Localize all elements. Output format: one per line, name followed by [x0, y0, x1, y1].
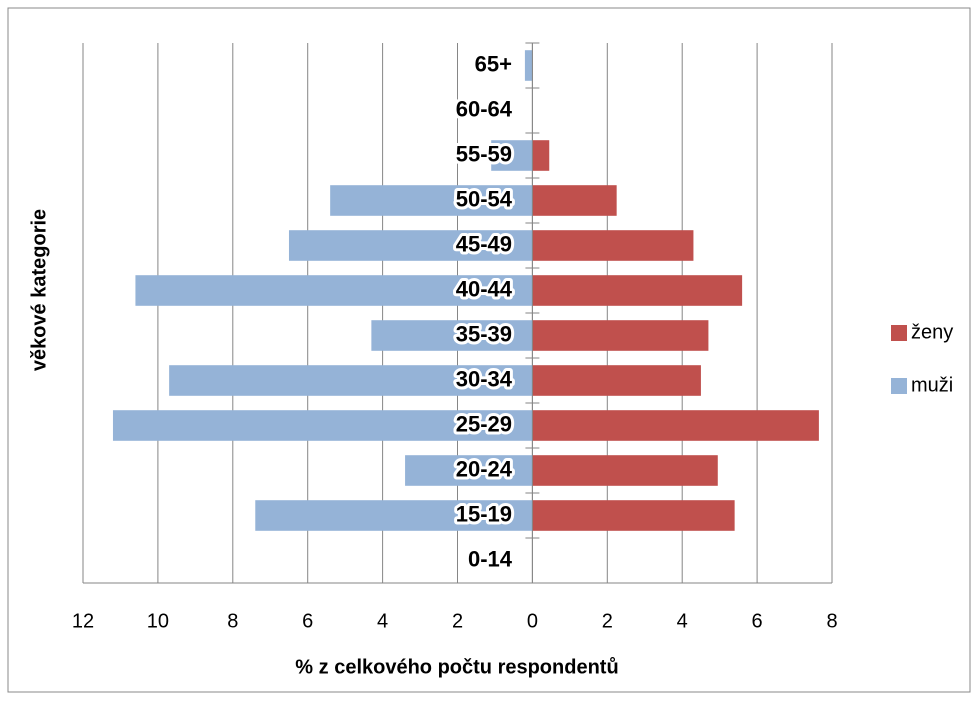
x-tick-label: 12 [72, 610, 94, 632]
y-tick-label: 25-29 [456, 411, 512, 436]
y-tick-label: 30-34 [456, 366, 513, 391]
bar [255, 500, 533, 531]
bar [330, 185, 533, 216]
legend-swatch [891, 325, 907, 341]
bar [135, 275, 533, 306]
x-tick-label: 2 [452, 610, 463, 632]
y-tick-label: 60-64 [456, 96, 513, 121]
legend-label: muži [911, 374, 953, 396]
bar [491, 140, 533, 171]
bar [112, 410, 533, 441]
x-axis-title: % z celkového počtu respondentů [295, 656, 618, 678]
bar [532, 365, 701, 396]
x-tick-label: 10 [147, 610, 169, 632]
x-tick-label: 8 [227, 610, 238, 632]
bar [169, 365, 533, 396]
x-tick-label: 0 [527, 610, 538, 632]
x-tick-label: 4 [377, 610, 388, 632]
y-tick-label: 35-39 [456, 321, 512, 346]
legend-swatch [891, 378, 907, 394]
bar [532, 500, 735, 531]
bar [532, 455, 718, 486]
bar [532, 320, 709, 351]
bar [532, 140, 550, 171]
x-tick-label: 4 [677, 610, 688, 632]
y-tick-label: 0-14 [468, 546, 513, 571]
y-tick-label: 15-19 [456, 501, 512, 526]
y-tick-label: 40-44 [456, 276, 513, 301]
y-tick-label: 65+ [475, 51, 512, 76]
legend-label: ženy [911, 321, 953, 343]
bar [524, 50, 533, 81]
y-tick-label: 55-59 [456, 141, 512, 166]
y-axis-title: věkové kategorie [28, 209, 50, 371]
y-tick-label: 20-24 [456, 456, 513, 481]
bar [371, 320, 533, 351]
x-tick-label: 8 [826, 610, 837, 632]
x-tick-label: 6 [302, 610, 313, 632]
bar [532, 185, 617, 216]
bar [532, 410, 819, 441]
bar [532, 275, 743, 306]
x-tick-label: 2 [602, 610, 613, 632]
y-tick-label: 50-54 [456, 186, 513, 211]
y-tick-label: 45-49 [456, 231, 512, 256]
x-tick-label: 6 [752, 610, 763, 632]
bar [532, 230, 694, 261]
bar [405, 455, 533, 486]
bar [288, 230, 533, 261]
